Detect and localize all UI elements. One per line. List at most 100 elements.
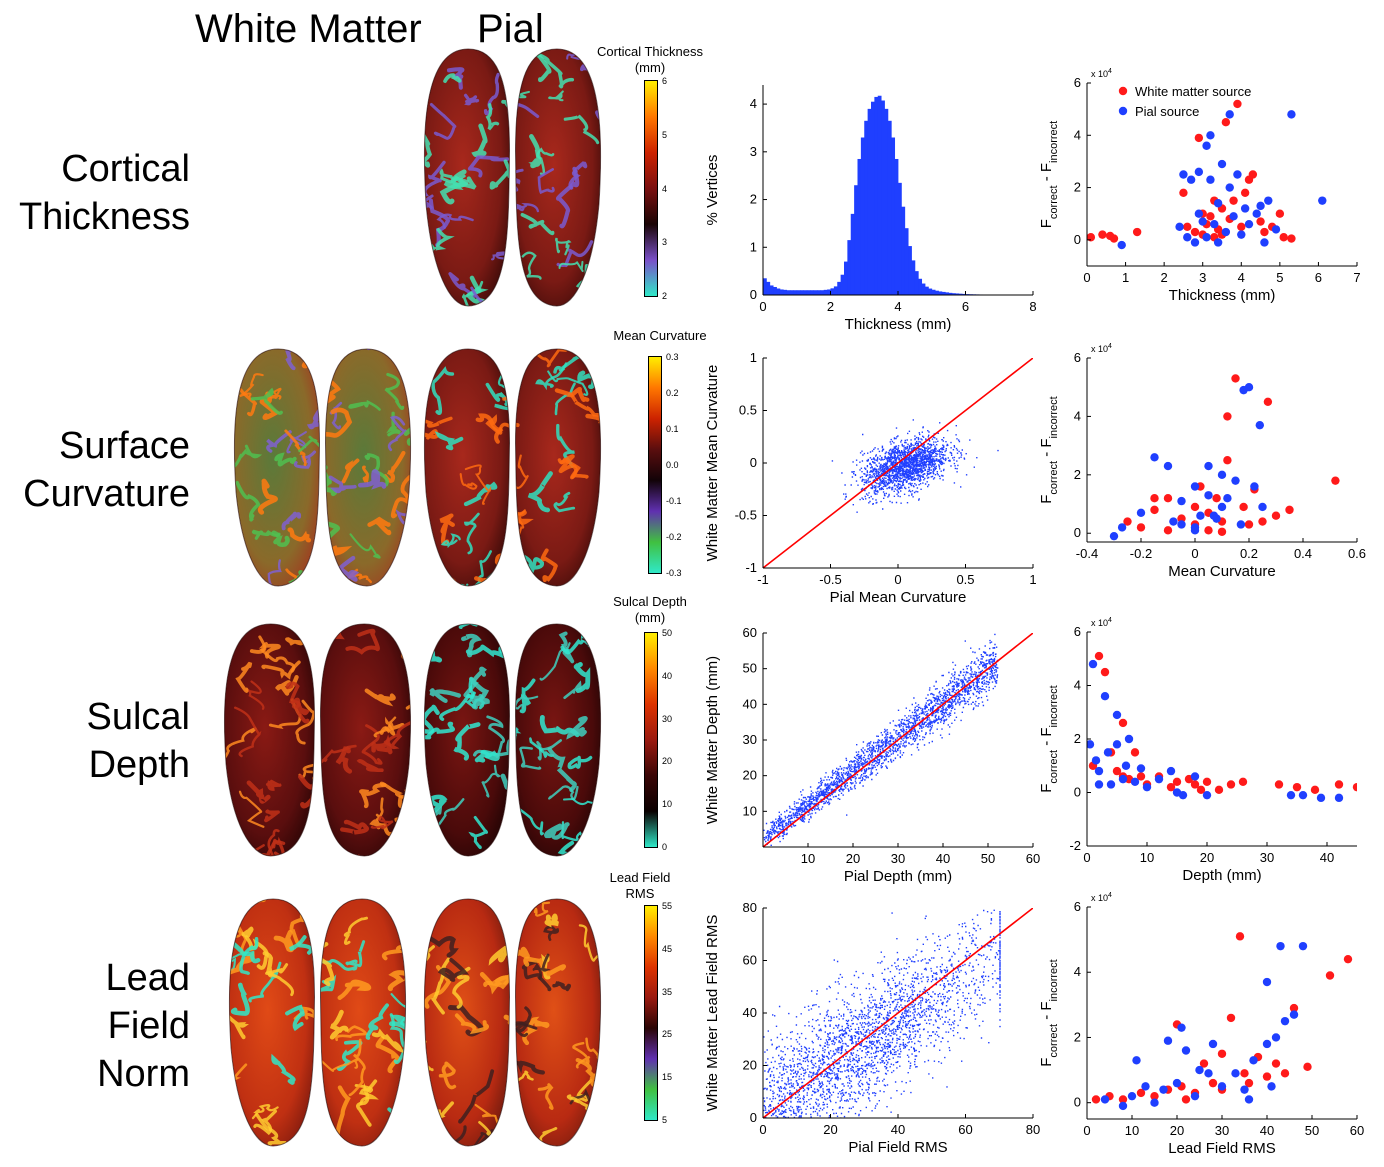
pial-source-point	[1250, 482, 1258, 490]
pial-source-point	[1104, 748, 1112, 756]
x-tick-label: 2	[1161, 270, 1168, 285]
white-matter-source-point	[1092, 1095, 1100, 1103]
white-matter-source-point	[1229, 196, 1237, 204]
colorbar-tick-label: 40	[662, 671, 672, 681]
y-tick-label: 2	[750, 192, 757, 207]
histogram-bar	[844, 262, 848, 295]
y-tick-label: 1	[750, 239, 757, 254]
pial-source-point	[1113, 711, 1121, 719]
white-matter-source-point	[1335, 780, 1343, 788]
white-matter-source-point	[1222, 118, 1230, 126]
white-matter-source-point	[1204, 526, 1212, 534]
x-tick-label: 10	[1140, 850, 1154, 865]
pial-source-point	[1245, 1095, 1253, 1103]
pial-source-point	[1177, 1023, 1185, 1031]
colorbar-tick-label: 55	[662, 901, 672, 911]
pial-source-point	[1209, 1040, 1217, 1048]
histogram-bar	[777, 289, 781, 295]
x-tick-label: 0.2	[1240, 546, 1258, 561]
pial-source-point	[1173, 1079, 1181, 1087]
y-tick-label: 20	[743, 1058, 757, 1073]
white-matter-source-point	[1264, 398, 1272, 406]
brain-surface	[220, 620, 415, 860]
histogram-bar	[763, 278, 767, 295]
pial-source-point	[1118, 523, 1126, 531]
pial-source-point	[1260, 238, 1268, 246]
row-label-line: Surface	[0, 422, 190, 470]
histogram-bar	[854, 185, 858, 295]
histogram-bar	[766, 282, 770, 295]
white-matter-source-point	[1344, 955, 1352, 963]
colorbar-tick-label: 0	[662, 842, 667, 852]
row-label-line: Norm	[0, 1050, 190, 1098]
white-matter-source-point	[1263, 1072, 1271, 1080]
pial-source-point	[1249, 1056, 1257, 1064]
x-axis-label: Pial Field RMS	[848, 1139, 947, 1156]
white-matter-source-point	[1231, 374, 1239, 382]
pial-source-point	[1256, 421, 1264, 429]
pial-source-point	[1287, 110, 1295, 118]
row-label-line: Depth	[0, 741, 190, 789]
pial-source-point	[1272, 1033, 1280, 1041]
histogram-bar	[820, 290, 824, 295]
y-tick-label: 40	[743, 1005, 757, 1020]
y-tick-label: 6	[1074, 624, 1081, 639]
colorbar-tick-label: 5	[662, 1115, 667, 1125]
pial-source-point	[1204, 462, 1212, 470]
colorbar-tick-label: 3	[662, 237, 667, 247]
pial-source-point	[1203, 791, 1211, 799]
x-tick-label: 0	[1083, 1123, 1090, 1138]
white-matter-source-point	[1227, 1014, 1235, 1022]
histogram-bar	[918, 279, 922, 295]
white-matter-source-point	[1183, 223, 1191, 231]
y-tick-label: 6	[1074, 899, 1081, 914]
x-tick-label: 60	[958, 1122, 972, 1137]
y-tick-label: 0	[750, 287, 757, 302]
x-tick-label: 20	[846, 851, 860, 866]
x-axis-label: Thickness (mm)	[1169, 287, 1276, 304]
pial-source-point	[1089, 660, 1097, 668]
x-tick-label: 0.4	[1294, 546, 1312, 561]
y-tick-label: 0	[1074, 232, 1081, 247]
row-label-cortical-thickness: Cortical Thickness	[0, 145, 190, 241]
pial-source-point	[1175, 223, 1183, 231]
white-matter-source-point	[1303, 1063, 1311, 1071]
x-tick-label: 20	[823, 1122, 837, 1137]
histogram-bar	[881, 101, 885, 295]
legend-label: White matter source	[1135, 84, 1251, 99]
white-matter-source-point	[1212, 494, 1220, 502]
white-matter-source-point	[1276, 210, 1284, 218]
pial-source-point	[1122, 762, 1130, 770]
pial-source-point	[1299, 791, 1307, 799]
colorbar-tick-label: 6	[662, 76, 667, 86]
white-matter-source-point	[1239, 778, 1247, 786]
histogram-bar	[878, 96, 882, 295]
white-matter-source-point	[1182, 1095, 1190, 1103]
colorbar-tick-label: -0.2	[666, 532, 682, 542]
x-tick-label: 20	[1170, 1123, 1184, 1138]
pial-source-point	[1177, 520, 1185, 528]
histogram-bar	[800, 290, 804, 295]
y-tick-label: 2	[1074, 467, 1081, 482]
x-tick-label: 4	[1238, 270, 1245, 285]
y-tick-label: 60	[743, 953, 757, 968]
y-axis-label: White Matter Lead Field RMS	[704, 915, 721, 1112]
pial-source-point	[1253, 210, 1261, 218]
scatter-point-cloud	[832, 419, 999, 513]
pial-source-point	[1299, 942, 1307, 950]
pial-source-point	[1318, 196, 1326, 204]
histogram-bar	[824, 290, 828, 295]
scatter-point-cloud	[763, 634, 998, 846]
row-label-line: Curvature	[0, 470, 190, 518]
pial-source-point	[1119, 775, 1127, 783]
white-matter-source-point	[1195, 134, 1203, 142]
histogram-bar	[901, 207, 905, 295]
pial-source-point	[1258, 503, 1266, 511]
x-tick-label: 0	[759, 1122, 766, 1137]
